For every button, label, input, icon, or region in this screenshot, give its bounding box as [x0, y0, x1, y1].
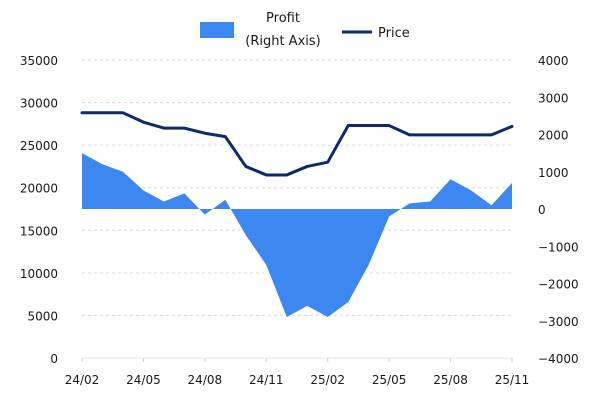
- right-axis-tick-label: −1000: [538, 240, 579, 254]
- left-axis: 0 5000 10000 15000 20000 25000 30000 35000: [20, 54, 58, 366]
- x-axis: 24/02 24/05 24/08 24/11 25/02 25/05 25/08 25/11: [65, 357, 530, 387]
- profit-area-layer: [82, 153, 512, 318]
- right-axis-tick-label: 3000: [538, 91, 569, 105]
- right-axis-tick-label: 1000: [538, 166, 569, 180]
- left-axis-tick-label: 10000: [20, 267, 58, 281]
- x-axis-tick-label: 24/02: [65, 373, 100, 387]
- right-axis-tick-label: 0: [538, 203, 546, 217]
- left-axis-tick-label: 15000: [20, 224, 58, 238]
- legend-label-profit-line1: Profit: [266, 11, 300, 26]
- x-axis-tick-label: 25/05: [372, 373, 407, 387]
- legend-marker-profit: [200, 22, 234, 38]
- legend-label-profit-line2: (Right Axis): [245, 34, 320, 49]
- right-axis-tick-label: −3000: [538, 315, 579, 329]
- price-line-layer: [80, 111, 514, 177]
- left-axis-tick-label: 30000: [20, 97, 58, 111]
- left-axis-tick-label: 35000: [20, 54, 58, 68]
- x-axis-tick-label: 25/02: [310, 373, 345, 387]
- left-axis-tick-label: 25000: [20, 139, 58, 153]
- left-axis-tick-label: 0: [50, 352, 58, 366]
- right-axis-tick-label: −2000: [538, 278, 579, 292]
- x-axis-tick-label: 24/11: [249, 373, 284, 387]
- price-line: [80, 111, 514, 177]
- profit-area: [82, 153, 512, 318]
- x-axis-tick-label: 25/11: [495, 373, 530, 387]
- left-axis-tick-label: 20000: [20, 182, 58, 196]
- right-axis-tick-label: 4000: [538, 54, 569, 68]
- left-axis-tick-label: 5000: [27, 309, 58, 323]
- legend: Profit (Right Axis) Price: [200, 11, 410, 49]
- x-axis-tick-label: 25/08: [433, 373, 468, 387]
- right-axis: −4000 −3000 −2000 −1000 0 1000 2000 3000 4000: [538, 54, 579, 366]
- x-axis-tick-label: 24/08: [188, 373, 223, 387]
- right-axis-tick-label: −4000: [538, 352, 579, 366]
- right-axis-tick-label: 2000: [538, 129, 569, 143]
- legend-label-price: Price: [378, 26, 410, 41]
- x-axis-tick-label: 24/05: [126, 373, 161, 387]
